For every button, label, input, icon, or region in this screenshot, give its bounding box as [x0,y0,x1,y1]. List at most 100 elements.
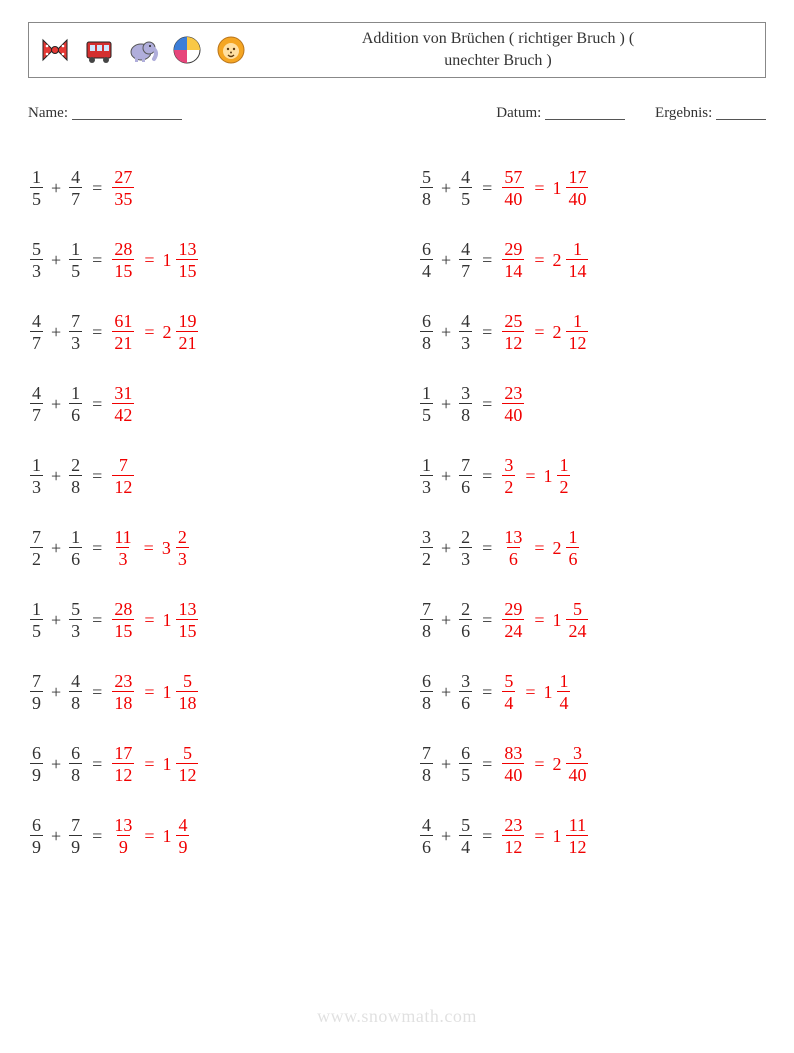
name-blank [72,105,182,120]
answer: 113=323 [110,528,191,568]
fraction: 54 [459,816,472,856]
fraction: 32 [502,456,515,496]
problem-row: 15+47=2735 [28,152,348,224]
fraction: 69 [30,816,43,856]
plus-sign: + [435,178,457,199]
plus-sign: + [45,610,67,631]
plus-sign: + [45,754,67,775]
equals-sign: = [526,610,552,631]
answer: 54=114 [500,672,572,712]
fraction: 73 [69,312,82,352]
equals-sign: = [84,610,110,631]
plus-sign: + [45,826,67,847]
answer: 2924=1524 [500,600,590,640]
fraction: 43 [459,312,472,352]
fraction: 8340 [502,744,524,784]
answer: 2914=2114 [500,240,590,280]
fraction: 47 [459,240,472,280]
problem-row: 78+26=2924=1524 [418,584,738,656]
fraction: 15 [69,240,82,280]
plus-sign: + [435,250,457,271]
fraction: 15 [30,600,43,640]
problem-row: 46+54=2312=11112 [418,800,738,872]
mixed-number: 11315 [162,600,200,640]
problem-row: 15+38=2340 [418,368,738,440]
lion-icon [215,34,247,66]
equals-sign: = [526,826,552,847]
equals-sign: = [526,538,552,559]
fraction: 2815 [112,240,134,280]
fraction: 1712 [112,744,134,784]
fraction: 2340 [502,384,524,424]
equals-sign: = [84,682,110,703]
equals-sign: = [136,754,162,775]
title-line2: unechter Bruch ) [444,52,552,69]
fraction: 58 [420,168,433,208]
fraction: 13 [30,456,43,496]
problems-area: 15+47=273553+15=2815=1131547+73=6121=219… [28,152,766,872]
fraction: 112 [566,312,588,352]
fraction: 47 [69,168,82,208]
fraction: 139 [112,816,134,856]
mixed-number: 1512 [162,744,200,784]
problem-row: 47+73=6121=21921 [28,296,348,368]
fraction: 136 [502,528,524,568]
answer: 2312=11112 [500,816,590,856]
answer: 32=112 [500,456,572,496]
answer: 2815=11315 [110,240,200,280]
plus-sign: + [45,250,67,271]
fraction: 48 [69,672,82,712]
fraction: 2735 [112,168,134,208]
answer: 8340=2340 [500,744,590,784]
problem-row: 68+36=54=114 [418,656,738,728]
mixed-number: 1518 [162,672,200,712]
fraction: 2318 [112,672,134,712]
fraction: 47 [30,384,43,424]
name-label: Name: [28,105,68,121]
meta-row: Name: Datum: Ergebnis: [28,102,766,122]
answer: 139=149 [110,816,191,856]
fraction: 45 [459,168,472,208]
fraction: 28 [69,456,82,496]
plus-sign: + [435,754,457,775]
fraction: 15 [30,168,43,208]
equals-sign: = [136,250,162,271]
answer: 5740=11740 [500,168,590,208]
mixed-number: 112 [543,456,572,496]
answer: 712 [110,456,136,496]
fraction: 6121 [112,312,134,352]
answer: 136=216 [500,528,581,568]
problem-row: 32+23=136=216 [418,512,738,584]
equals-sign: = [474,682,500,703]
plus-sign: + [45,466,67,487]
equals-sign: = [474,610,500,631]
mixed-number: 11112 [552,816,590,856]
equals-sign: = [526,754,552,775]
ball-icon [171,34,203,66]
date-label: Datum: [496,105,541,121]
fraction: 23 [176,528,189,568]
watermark: www.snowmath.com [0,1006,794,1027]
worksheet-title: Addition von Brüchen ( richtiger Bruch )… [247,28,755,71]
plus-sign: + [435,826,457,847]
mixed-number: 21921 [162,312,200,352]
fraction: 16 [69,528,82,568]
answer: 2340 [500,384,526,424]
fraction: 72 [30,528,43,568]
fraction: 340 [566,744,588,784]
fraction: 2914 [502,240,524,280]
fraction: 2312 [502,816,524,856]
problem-row: 13+76=32=112 [418,440,738,512]
plus-sign: + [45,538,67,559]
equals-sign: = [517,682,543,703]
plus-sign: + [45,682,67,703]
plus-sign: + [435,538,457,559]
plus-sign: + [45,394,67,415]
fraction: 76 [459,456,472,496]
problem-row: 72+16=113=323 [28,512,348,584]
equals-sign: = [136,682,162,703]
equals-sign: = [474,322,500,343]
equals-sign: = [84,538,110,559]
fraction: 1315 [176,240,198,280]
fraction: 5740 [502,168,524,208]
